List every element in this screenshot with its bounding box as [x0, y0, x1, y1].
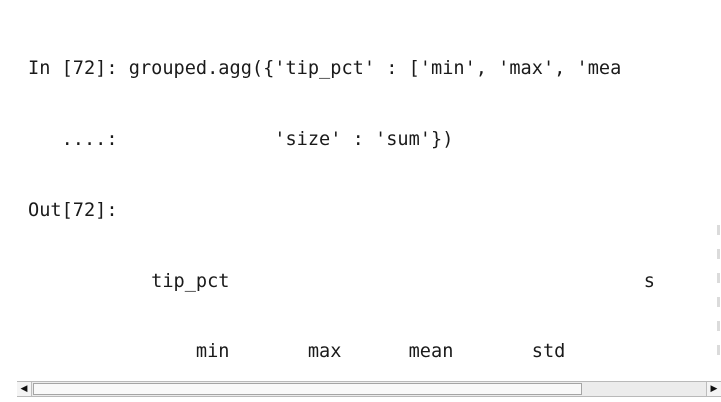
console-text: In [72]: grouped.agg({'tip_pct' : ['min'…	[28, 10, 721, 402]
overflow-mark	[717, 273, 720, 283]
overflow-mark	[717, 297, 720, 307]
right-edge-overflow-marks	[715, 225, 720, 370]
console-line-2: ....: 'size' : 'sum'})	[28, 128, 454, 150]
scrollbar-thumb[interactable]	[33, 383, 582, 395]
overflow-mark	[717, 225, 720, 235]
overflow-mark	[717, 321, 720, 331]
console-line-1: In [72]: grouped.agg({'tip_pct' : ['min'…	[28, 58, 622, 80]
scroll-right-arrow-icon[interactable]: ▶	[706, 382, 721, 396]
console-line-4: tip_pct s	[28, 270, 655, 292]
horizontal-scrollbar[interactable]: ◀ ▶	[17, 381, 721, 397]
scroll-left-arrow-icon[interactable]: ◀	[17, 382, 32, 396]
overflow-mark	[717, 345, 720, 355]
overflow-mark	[717, 249, 720, 259]
console-line-5: min max mean std	[28, 341, 566, 363]
console-line-3: Out[72]:	[28, 199, 118, 221]
